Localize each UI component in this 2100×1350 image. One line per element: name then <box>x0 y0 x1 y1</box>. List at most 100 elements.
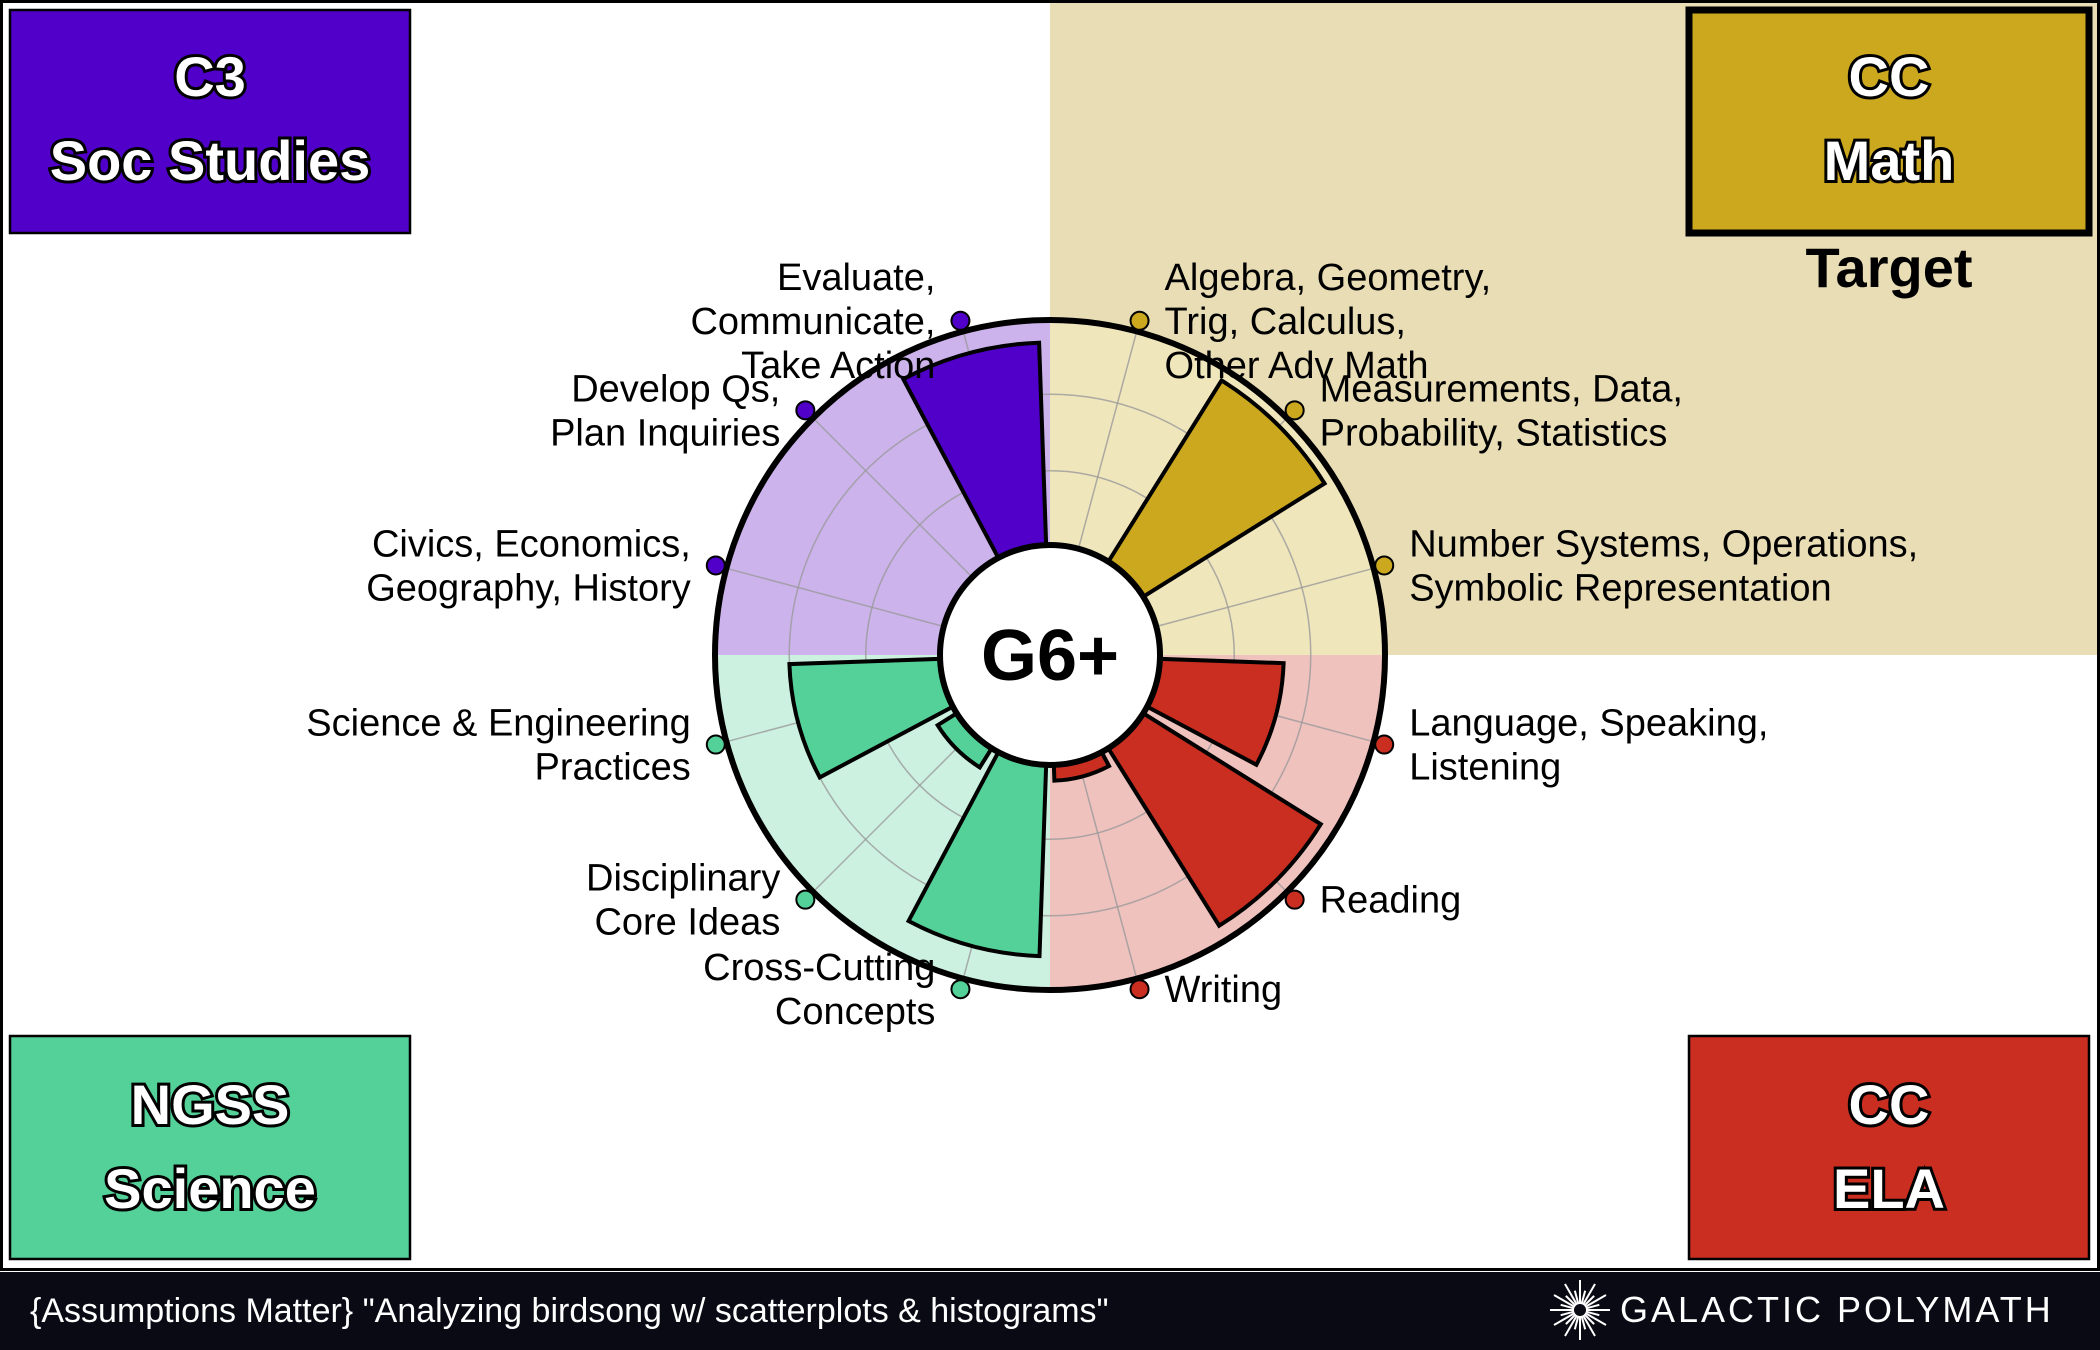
label-line: Communicate, <box>690 301 935 343</box>
math-title-line1: CC <box>1849 45 1930 108</box>
math-title-line2: Math <box>1824 129 1955 192</box>
label-line: Core Ideas <box>594 902 780 944</box>
label-line: Civics, Economics, <box>372 523 691 565</box>
footer-bar <box>0 1272 2100 1350</box>
science-title-line1: NGSS <box>131 1073 290 1136</box>
label-line: Cross-Cutting <box>703 947 935 989</box>
brand-ray <box>1564 1283 1578 1306</box>
label-line: Science & Engineering <box>306 703 690 745</box>
dot-soc3 <box>950 310 971 331</box>
grid-spoke <box>726 567 944 628</box>
grid-spoke <box>1156 567 1374 628</box>
ela-title-line2: ELA <box>1833 1157 1945 1220</box>
label-line: Geography, History <box>366 567 691 609</box>
brand-ray <box>1573 1315 1580 1330</box>
label-line: Writing <box>1165 969 1283 1011</box>
soc-studies-box <box>8 8 412 235</box>
ela-title-line1: CC <box>1849 1073 1930 1136</box>
label-ela3: Writing <box>1165 969 1283 1011</box>
brand-name: GALACTIC POLYMATH <box>1620 1289 2054 1330</box>
brand-ray <box>1583 1295 1595 1307</box>
label-line: Probability, Statistics <box>1320 412 1668 454</box>
grid-spoke <box>1077 761 1138 979</box>
dot-soc1 <box>705 555 726 576</box>
brand-logo-icon <box>1550 1280 1610 1340</box>
label-line: Evaluate, <box>777 257 935 299</box>
corner-ela: CC ELA <box>1687 1034 2091 1261</box>
label-line: Plan Inquiries <box>550 412 780 454</box>
brand-ray <box>1584 1312 1607 1326</box>
label-line: Develop Qs, <box>571 368 780 410</box>
brand-ray <box>1560 1310 1575 1317</box>
ela-box <box>1687 1034 2091 1261</box>
label-line: Listening <box>1409 747 1561 789</box>
label-line: Take Action <box>741 345 935 387</box>
brand-ray <box>1564 1314 1578 1337</box>
brand-ray <box>1580 1290 1587 1305</box>
label-math1: Algebra, Geometry, Trig, Calculus, Other A… <box>1165 257 1492 387</box>
science-box <box>8 1034 412 1261</box>
label-line: Algebra, Geometry, <box>1165 257 1492 299</box>
brand-ray <box>1560 1303 1575 1310</box>
brand-ray <box>1584 1294 1607 1308</box>
dot-sci2 <box>795 889 816 910</box>
dot-ela3 <box>1129 979 1150 1000</box>
brand-ray <box>1553 1294 1576 1308</box>
brand-ray <box>1553 1312 1576 1326</box>
target-label: Target <box>1806 236 1973 299</box>
label-math2: Measurements, Data, Probability, Statisti… <box>1320 368 1683 454</box>
grade-label: G6+ <box>981 616 1119 696</box>
category-labels: Algebra, Geometry, Trig, Calculus, Other A… <box>306 257 1918 1033</box>
label-soc2: Develop Qs, Plan Inquiries <box>550 368 780 454</box>
label-line: Number Systems, Operations, <box>1409 523 1918 565</box>
label-sci1: Cross-Cutting Concepts <box>703 947 935 1033</box>
label-soc3: Evaluate, Communicate, Take Action <box>690 257 935 387</box>
dot-sci1 <box>950 979 971 1000</box>
label-line: Disciplinary <box>586 858 780 900</box>
polar-chart <box>712 317 1388 993</box>
dot-math3 <box>1374 555 1395 576</box>
corner-math: CC Math Target <box>1685 6 2093 299</box>
dot-ela1 <box>1374 734 1395 755</box>
label-sci2: Disciplinary Core Ideas <box>586 858 780 944</box>
grid-spoke <box>1077 331 1138 549</box>
dot-math1 <box>1129 310 1150 331</box>
label-line: Language, Speaking, <box>1409 703 1768 745</box>
grid-spoke <box>812 732 973 893</box>
label-ela2: Reading <box>1320 880 1462 922</box>
label-sci3: Science & Engineering Practices <box>306 703 690 789</box>
dot-ela2 <box>1284 889 1305 910</box>
grid-ring-2 <box>788 393 1312 917</box>
label-line: Practices <box>535 747 691 789</box>
soc-studies-title-line2: Soc Studies <box>50 129 371 192</box>
outer-ring <box>712 317 1388 993</box>
brand-ray <box>1582 1314 1596 1337</box>
dot-soc2 <box>795 400 816 421</box>
label-math3: Number Systems, Operations, Symbolic Repr… <box>1409 523 1918 609</box>
soc-studies-title-line1: C3 <box>174 45 246 108</box>
label-line: Symbolic Representation <box>1409 567 1831 609</box>
science-title-line2: Science <box>104 1157 316 1220</box>
label-line: Reading <box>1320 880 1462 922</box>
center-hub <box>937 542 1163 768</box>
grid-ring-1 <box>865 470 1235 840</box>
brand-ray <box>1585 1310 1600 1317</box>
brand-ray <box>1573 1290 1580 1305</box>
brand-ray <box>1583 1313 1595 1325</box>
label-line: Other Adv Math <box>1165 345 1429 387</box>
brand-ray <box>1580 1315 1587 1330</box>
brand-ray <box>1565 1295 1577 1307</box>
brand-ray <box>1582 1283 1596 1306</box>
math-box <box>1685 6 2093 237</box>
footer-text: {Assumptions Matter} "Analyzing birdsong… <box>30 1292 1109 1330</box>
corner-soc-studies: C3 Soc Studies <box>8 8 412 235</box>
chart-frame <box>0 0 2100 1271</box>
corner-science: NGSS Science <box>8 1034 412 1261</box>
dot-math2 <box>1284 400 1305 421</box>
brand-ray <box>1585 1303 1600 1310</box>
label-soc1: Civics, Economics, Geography, History <box>366 523 691 609</box>
label-line: Trig, Calculus, <box>1165 301 1406 343</box>
label-line: Measurements, Data, <box>1320 368 1683 410</box>
